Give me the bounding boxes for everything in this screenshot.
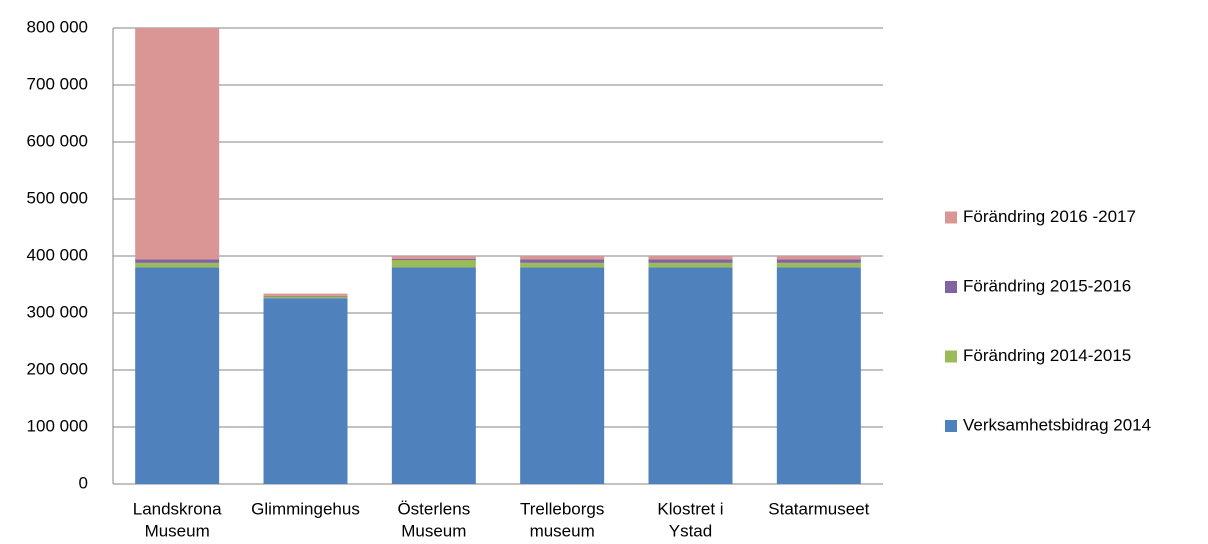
bar-segment xyxy=(135,262,220,268)
bar-segment xyxy=(263,296,348,299)
bar-segment xyxy=(776,256,861,260)
legend-label: Förändring 2016 -2017 xyxy=(963,207,1136,226)
bar-segment xyxy=(263,298,348,484)
x-tick-label: Ystad xyxy=(669,521,712,540)
bar-segment xyxy=(648,262,733,268)
bar-segment xyxy=(135,259,220,263)
x-tick-label: museum xyxy=(530,521,595,540)
x-tick-label: Trelleborgs xyxy=(520,499,604,518)
x-tick-label: Statarmuseet xyxy=(768,499,869,518)
bar-segment xyxy=(776,267,861,484)
legend-swatch xyxy=(945,350,957,363)
bar-segment xyxy=(520,262,605,268)
y-tick-label: 300 000 xyxy=(27,302,88,321)
legend-swatch xyxy=(945,281,957,293)
bar-segment xyxy=(520,259,605,263)
bar-segment xyxy=(391,259,476,268)
y-tick-label: 500 000 xyxy=(27,188,88,207)
bar-segment xyxy=(776,262,861,268)
bar-segment xyxy=(520,267,605,484)
bar-segment xyxy=(135,28,220,260)
bar-segment xyxy=(263,295,348,297)
y-tick-label: 200 000 xyxy=(27,359,88,378)
bar-segment xyxy=(648,259,733,263)
y-tick-label: 800 000 xyxy=(27,17,88,36)
bar-segment xyxy=(776,259,861,263)
bar-segment xyxy=(648,256,733,260)
x-tick-label: Museum xyxy=(145,521,210,540)
x-tick-label: Landskrona xyxy=(133,499,222,518)
bar-segment xyxy=(391,256,476,259)
bar-segment xyxy=(135,267,220,484)
bar-segment xyxy=(520,256,605,260)
bar-segment xyxy=(391,258,476,260)
y-tick-label: 700 000 xyxy=(27,74,88,93)
x-tick-label: Museum xyxy=(401,521,466,540)
y-tick-label: 0 xyxy=(79,473,88,492)
x-tick-label: Klostret i xyxy=(657,499,723,518)
legend-swatch xyxy=(945,420,957,432)
legend-label: Verksamhetsbidrag 2014 xyxy=(963,415,1151,434)
bar-segment xyxy=(391,267,476,484)
bar-segment xyxy=(648,267,733,484)
y-tick-label: 100 000 xyxy=(27,416,88,435)
bar-segment xyxy=(263,293,348,296)
x-tick-label: Glimmingehus xyxy=(251,499,360,518)
x-tick-label: Österlens xyxy=(397,499,470,518)
legend-label: Förändring 2014-2015 xyxy=(963,346,1131,365)
y-tick-label: 600 000 xyxy=(27,131,88,150)
y-tick-label: 400 000 xyxy=(27,245,88,264)
legend-swatch xyxy=(945,211,957,224)
legend-label: Förändring 2015-2016 xyxy=(963,276,1131,295)
